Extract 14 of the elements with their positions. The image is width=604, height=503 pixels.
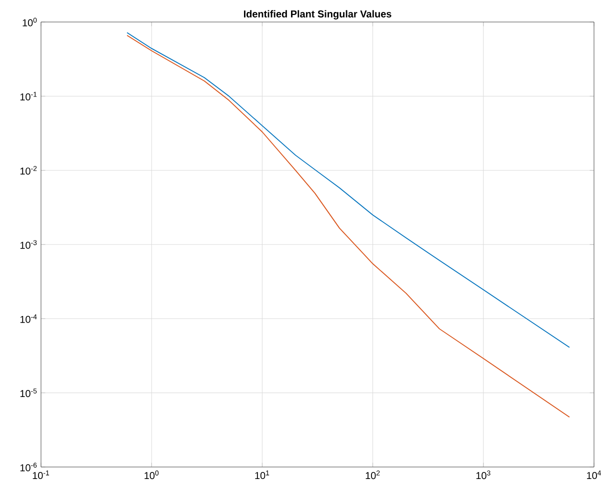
x-tick-label: 10$^{3}$ (476, 470, 490, 480)
y-tick-label: 10$^{-2}$ (20, 166, 37, 175)
x-tick-label: 10$^{4}$ (587, 470, 602, 480)
x-tick-label: 10$^{-1}$ (32, 470, 50, 480)
y-tick-label: 10$^{-6}$ (20, 462, 37, 472)
y-tick-label: 10$^{-1}$ (20, 92, 37, 100)
y-tick-label: 10$^{0}$ (22, 18, 37, 26)
y-tick-label: 10$^{-4}$ (20, 314, 37, 323)
y-tick-label: 10$^{-3}$ (20, 240, 37, 249)
chart-title: Identified Plant Singular Values (244, 10, 392, 20)
x-tick-label: 10$^{2}$ (366, 470, 380, 480)
x-tick-label: 10$^{0}$ (144, 470, 159, 480)
y-tick-label: 10$^{-5}$ (20, 388, 37, 398)
x-tick-label: 10$^{1}$ (255, 470, 270, 480)
